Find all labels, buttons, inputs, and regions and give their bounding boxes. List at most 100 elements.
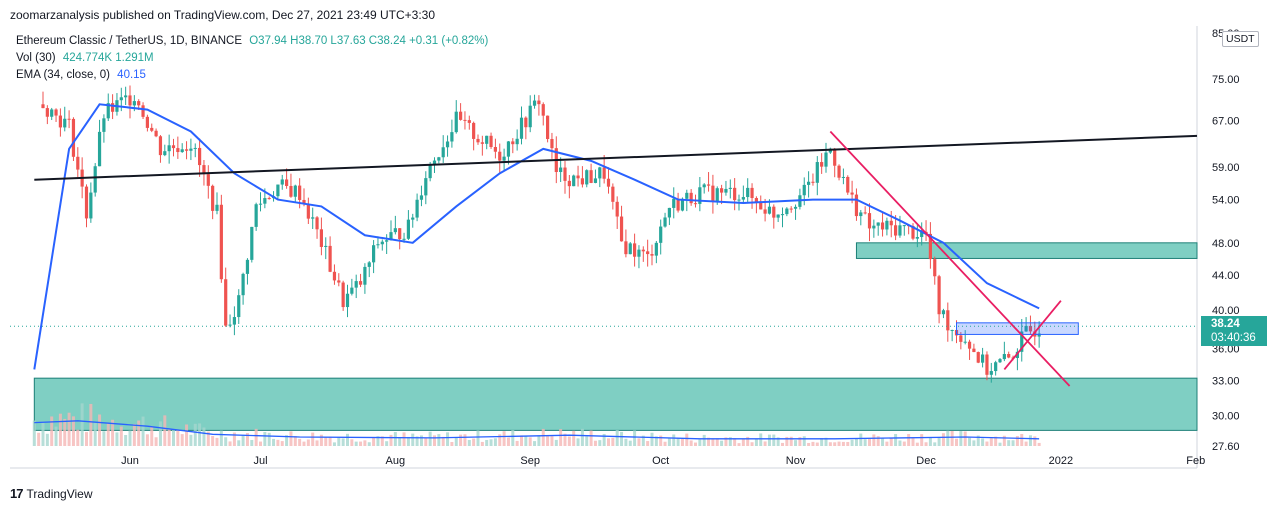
candle-body: [902, 225, 906, 227]
candle-body: [198, 147, 202, 166]
volume-bar: [989, 438, 993, 446]
volume-bar: [145, 434, 149, 446]
volume-bar: [572, 430, 576, 446]
candle-body: [258, 203, 263, 205]
volume-bar: [620, 431, 624, 446]
volume-bar: [141, 416, 145, 446]
volume-bar: [968, 437, 972, 446]
volume-bar: [650, 432, 654, 446]
candle-body: [459, 111, 463, 120]
candle-body: [663, 217, 667, 227]
candle-body: [224, 279, 228, 326]
volume-bar: [163, 415, 167, 446]
volume-bar: [659, 435, 663, 446]
volume-bar: [876, 436, 880, 446]
currency-button[interactable]: USDT: [1222, 31, 1259, 47]
volume-bar: [454, 437, 458, 446]
candle-body: [41, 104, 45, 109]
volume-bar: [1002, 435, 1006, 446]
candle-body: [937, 276, 941, 315]
candle-body: [376, 244, 380, 246]
volume-bar: [132, 423, 136, 446]
time-tick-label: Feb: [1186, 455, 1205, 467]
volume-bar: [646, 441, 650, 446]
candle-body: [215, 204, 219, 211]
candle-body: [111, 103, 115, 112]
candle-body: [137, 101, 141, 106]
candle-body: [63, 118, 67, 128]
volume-bar: [232, 432, 236, 446]
volume-bar: [894, 434, 898, 446]
tradingview-logo-icon: 17: [10, 486, 24, 501]
candle-body: [463, 119, 467, 121]
volume-bar: [228, 441, 232, 446]
candle-body: [315, 217, 319, 230]
volume-bar: [698, 439, 702, 446]
volume-bar: [624, 438, 628, 446]
volume-bar: [985, 441, 989, 446]
time-tick-label: Jul: [253, 455, 267, 467]
volume-bar: [815, 442, 819, 446]
volume-bar: [450, 442, 454, 446]
candle-body: [672, 198, 676, 208]
candle-body: [637, 249, 641, 257]
candle-body: [428, 164, 432, 179]
tradingview-brand[interactable]: 17 TradingView: [10, 486, 93, 501]
volume-bar: [185, 424, 189, 446]
volume-bar: [485, 439, 489, 446]
volume-bar: [498, 434, 502, 446]
volume-bar: [398, 437, 402, 446]
volume-bar: [663, 441, 667, 446]
volume-bar: [724, 437, 728, 446]
candle-body: [306, 204, 310, 219]
candle-body: [337, 280, 341, 283]
candle-body: [97, 131, 102, 167]
last-price-tag: 38.24 03:40:36: [1201, 316, 1267, 346]
candle-body: [850, 192, 854, 195]
volume-bar: [772, 434, 776, 446]
volume-bar: [280, 441, 284, 446]
volume-bar: [241, 434, 245, 446]
price-tick-label: 59.00: [1212, 162, 1240, 174]
candle-body: [245, 259, 250, 274]
volume-bar: [385, 441, 389, 446]
volume-bar: [172, 429, 175, 446]
volume-bar: [45, 433, 49, 446]
candle-body: [532, 100, 537, 106]
candle-body: [880, 222, 885, 230]
candle-body: [50, 109, 54, 117]
legend-ohlc: O37.94 H38.70 L37.63 C38.24 +0.31 (+0.82…: [249, 35, 489, 47]
volume-bar: [528, 437, 532, 446]
candle-body: [898, 225, 902, 236]
volume-bar: [589, 430, 593, 446]
volume-bar: [63, 418, 67, 446]
candle-body: [150, 127, 154, 131]
volume-bar: [428, 431, 432, 446]
candle-body: [767, 206, 772, 214]
lower-support-zone: [33, 377, 1198, 431]
volume-bar: [393, 432, 397, 446]
candle-body: [780, 214, 785, 216]
ascending-trendline: [1003, 300, 1062, 371]
volume-bar: [306, 439, 310, 446]
volume-bar: [1024, 441, 1028, 446]
candle-body: [863, 212, 867, 214]
candle-body: [950, 329, 954, 331]
volume-bar: [446, 432, 450, 446]
volume-bar: [32, 420, 36, 446]
ema-line: [33, 103, 1040, 370]
volume-bar: [263, 431, 267, 446]
candle-body: [889, 220, 893, 226]
candle-body: [163, 151, 167, 156]
legend-symbol-row: Ethereum Classic / TetherUS, 1D, BINANCE…: [16, 35, 488, 47]
published-header: zoomarzanalysis published on TradingView…: [10, 8, 436, 22]
candle-body: [920, 231, 924, 238]
volume-bar: [206, 431, 210, 446]
candle-body: [45, 108, 49, 117]
candle-body: [720, 188, 724, 193]
volume-bar: [437, 434, 441, 446]
candle-body: [659, 226, 663, 243]
volume-bar: [672, 434, 676, 446]
volume-bar: [311, 432, 315, 446]
